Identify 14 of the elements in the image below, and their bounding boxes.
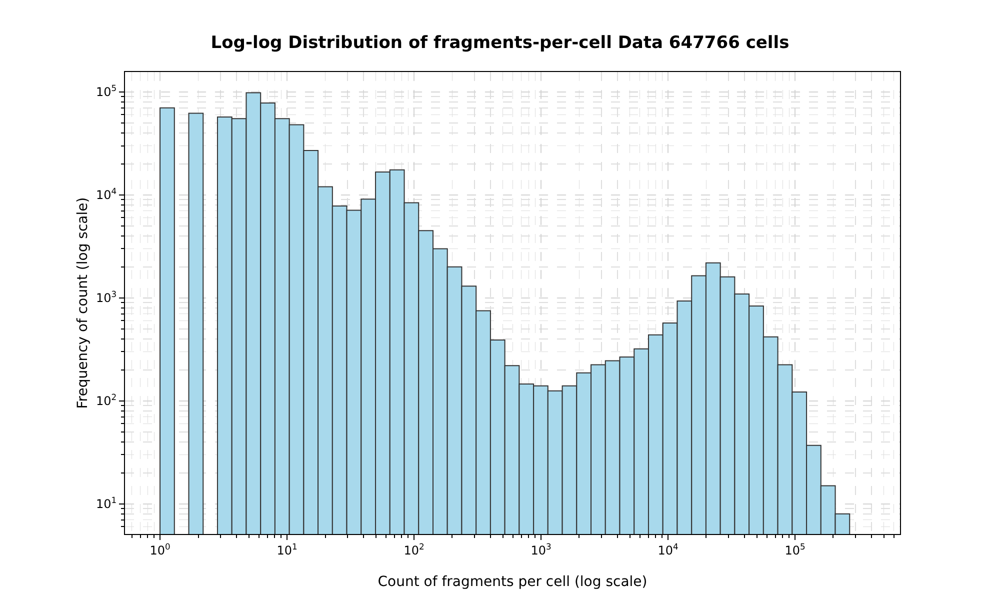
x-axis-title: Count of fragments per cell (log scale) xyxy=(378,574,648,590)
x-tick-label: 10$^{4}$ xyxy=(658,541,678,558)
chart-title: Log-log Distribution of fragments-per-cell Data 647766 cells xyxy=(210,32,790,53)
x-tick-label: 10$^{2}$ xyxy=(404,541,424,558)
x-tick-label: 10$^{1}$ xyxy=(276,541,298,558)
y-tick-label: 10$^{3}$ xyxy=(96,289,117,306)
y-tick-label: 10$^{5}$ xyxy=(96,83,117,100)
y-axis-title: Frequency of count (log scale) xyxy=(75,197,91,409)
y-tick-label: 10$^{4}$ xyxy=(96,186,117,202)
y-tick-label: 10$^{1}$ xyxy=(96,495,117,512)
y-tick-label: 10$^{2}$ xyxy=(96,392,117,408)
x-tick-label: 10$^{0}$ xyxy=(150,541,170,558)
x-tick-label: 10$^{3}$ xyxy=(530,541,552,558)
x-tick-label: 10$^{5}$ xyxy=(784,541,806,558)
